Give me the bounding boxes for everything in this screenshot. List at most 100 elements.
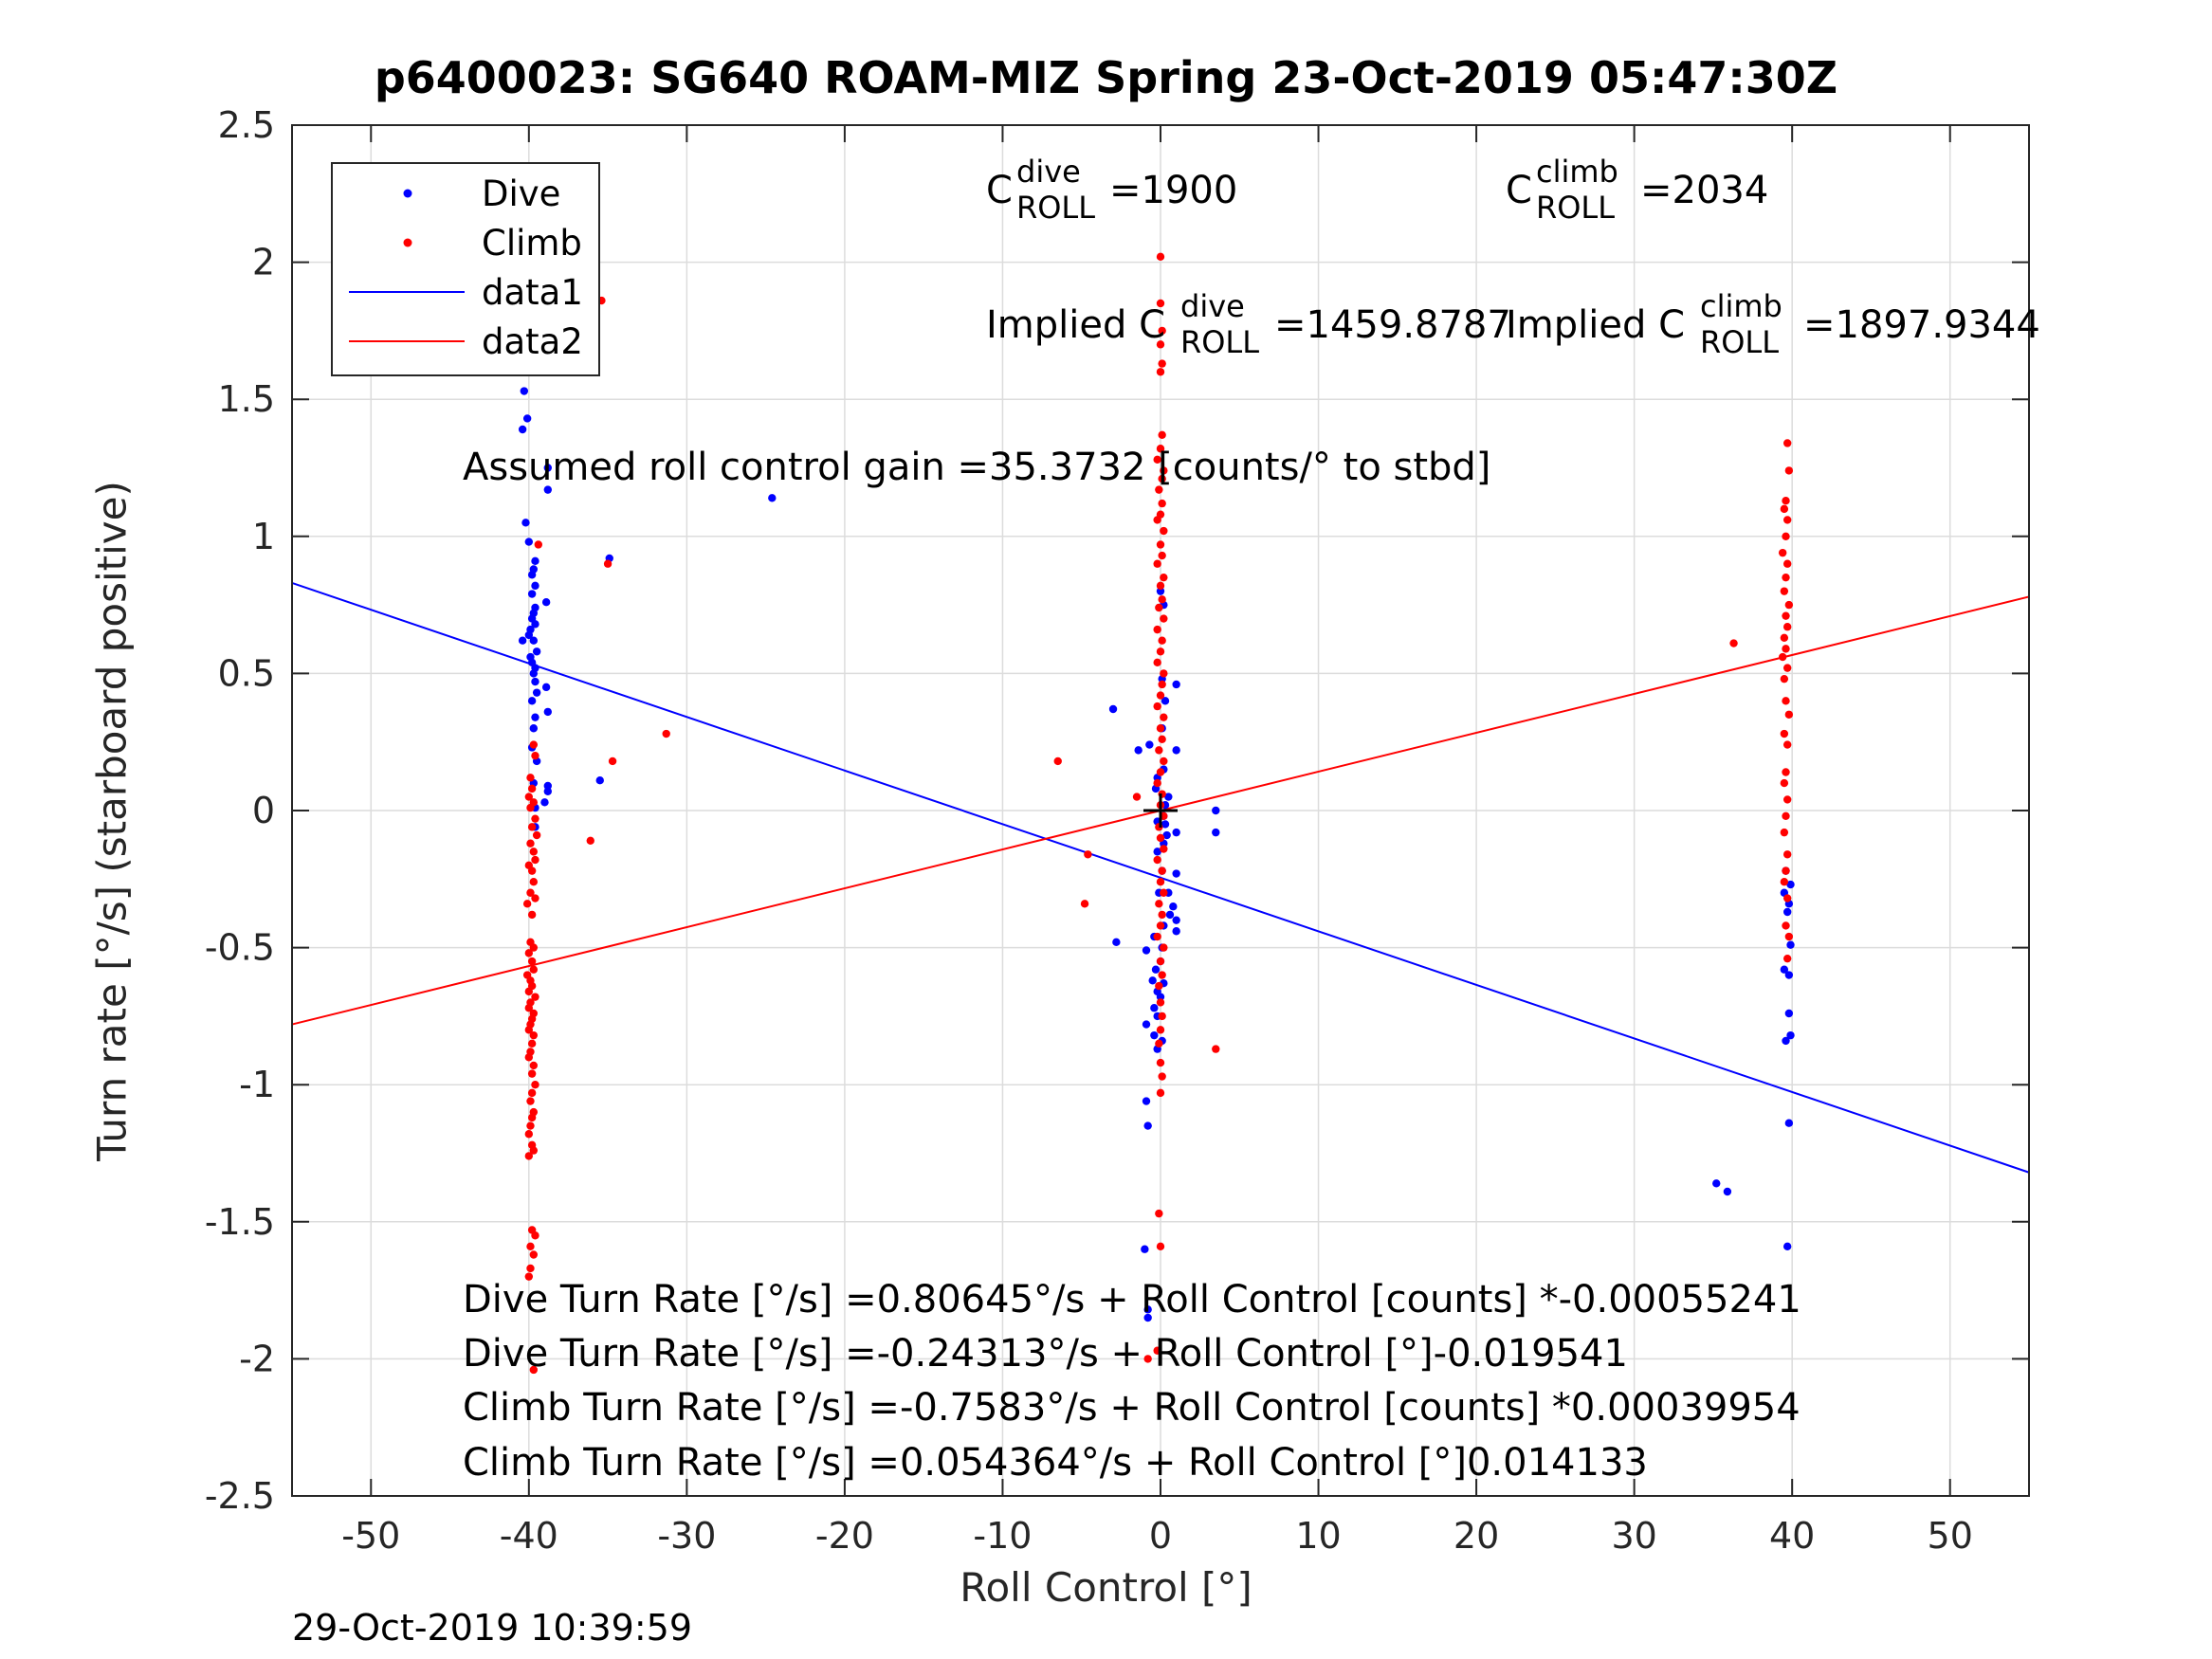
- climb-point: [529, 1365, 539, 1375]
- legend: Dive Climb data1 data2: [331, 162, 600, 376]
- climb-point: [1782, 811, 1790, 820]
- x-tick-label: -40: [500, 1515, 558, 1557]
- dive-point: [1172, 927, 1180, 936]
- dive-point: [1156, 993, 1165, 1001]
- climb-point: [1784, 600, 1794, 610]
- dive-point: [1142, 1097, 1151, 1105]
- climb-point: [662, 729, 670, 738]
- climb-point: [529, 848, 539, 856]
- roll-gain-annotation: Assumed roll control gain =35.3732 [coun…: [463, 446, 1491, 489]
- y-tick-label: 2: [252, 242, 275, 283]
- climb-point: [1780, 633, 1789, 643]
- climb-point: [1160, 466, 1168, 475]
- climb-point: [527, 957, 537, 966]
- climb-point: [526, 803, 535, 812]
- dive-point: [1780, 965, 1789, 974]
- chart-title: p6400023: SG640 ROAM-MIZ Spring 23-Oct-2…: [374, 52, 1838, 103]
- climb-point: [1155, 485, 1163, 494]
- dive-point: [543, 485, 553, 494]
- y-tick-label: 1.5: [218, 378, 275, 420]
- climb-point: [1780, 877, 1789, 886]
- x-tick-label: 40: [1769, 1515, 1815, 1557]
- climb-point: [1782, 740, 1792, 749]
- dive-point: [1786, 880, 1795, 889]
- climb-point: [527, 1039, 537, 1048]
- climb-point: [531, 1231, 539, 1240]
- dive-point: [1150, 1004, 1159, 1012]
- climb-point: [529, 1030, 539, 1040]
- dive-point: [1108, 704, 1118, 714]
- climb-point: [1784, 466, 1794, 475]
- climb-point: [1160, 614, 1168, 623]
- climb-point: [1160, 845, 1168, 853]
- climb-point: [1156, 1058, 1165, 1067]
- climb-point: [1778, 652, 1787, 662]
- climb-point: [1156, 998, 1165, 1007]
- climb-point: [529, 965, 539, 974]
- dive-point: [529, 636, 539, 645]
- dive-point: [527, 590, 537, 598]
- tick-labels: -50 -40 -30 -20 -10 0 10 20 30 40 50-2.5-2-1.5-1-0…: [205, 104, 1973, 1557]
- dive-point: [1112, 938, 1121, 947]
- climb-point: [527, 1088, 537, 1098]
- climb-point: [1156, 724, 1165, 733]
- climb-point: [1158, 474, 1166, 483]
- climb-point: [1153, 625, 1161, 634]
- climb-point: [1158, 1072, 1166, 1081]
- climb-point: [524, 987, 534, 996]
- dive-point: [531, 713, 539, 721]
- climb-point: [1155, 981, 1163, 991]
- y-tick-label: -1: [239, 1064, 275, 1105]
- climb-point: [1156, 833, 1165, 843]
- climb-point: [1155, 1039, 1163, 1048]
- dive-point: [1712, 1179, 1721, 1188]
- dive-point: [1143, 1313, 1152, 1322]
- climb-point: [1729, 639, 1738, 647]
- y-tick-label: 0: [252, 790, 275, 831]
- climb-point: [1156, 768, 1165, 776]
- climb-point: [1782, 954, 1792, 963]
- climb-point: [524, 793, 534, 801]
- climb-point: [1782, 866, 1790, 875]
- c-roll-dive-base: C: [986, 169, 1013, 212]
- climb-point: [524, 1130, 534, 1139]
- dive-point: [541, 598, 551, 607]
- dive-point: [1782, 1036, 1790, 1046]
- dive-point: [531, 581, 539, 591]
- climb-point: [1158, 430, 1166, 439]
- climb-point: [1782, 768, 1790, 776]
- dive-point: [531, 677, 539, 686]
- climb-point: [1160, 888, 1168, 897]
- c-roll-dive-annotation: C dive ROLL =1900: [986, 154, 1237, 226]
- climb-point: [527, 1069, 537, 1078]
- dive-point: [1786, 1030, 1795, 1040]
- c-roll-climb-annotation: C climb ROLL =2034: [1506, 154, 1768, 226]
- climb-point: [1080, 900, 1089, 908]
- y-tick-label: 0.5: [218, 652, 275, 694]
- climb-point: [1782, 611, 1790, 620]
- dive-point: [1143, 1121, 1152, 1130]
- climb-point: [1153, 855, 1161, 865]
- climb-point: [1160, 573, 1168, 582]
- implied-c-roll-dive-base: Implied C: [986, 303, 1166, 347]
- climb-point: [527, 910, 537, 920]
- dive-point: [1164, 793, 1173, 801]
- dive-point: [521, 519, 530, 527]
- dive-point: [1782, 907, 1792, 917]
- x-tick-label: 20: [1453, 1515, 1499, 1557]
- legend-marker-climb: [403, 238, 412, 247]
- climb-point: [1784, 932, 1794, 941]
- climb-point: [526, 1121, 535, 1130]
- climb-point: [1780, 729, 1789, 738]
- climb-point: [1784, 710, 1794, 719]
- climb-point: [1782, 532, 1790, 540]
- climb-point: [1160, 943, 1168, 952]
- dive-point: [1784, 971, 1794, 979]
- legend-box: [331, 162, 600, 376]
- climb-point: [1158, 595, 1166, 604]
- climb-point: [1780, 674, 1789, 684]
- dive-point: [541, 683, 551, 692]
- climb-point: [1053, 757, 1062, 766]
- scatter-points: [518, 252, 1795, 1375]
